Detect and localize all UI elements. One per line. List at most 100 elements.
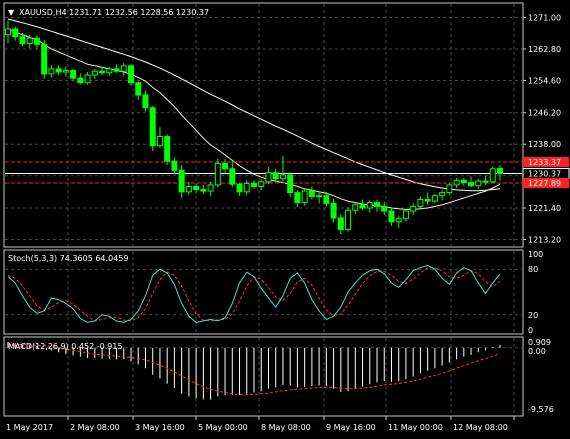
candle [439, 190, 446, 201]
price-tick-label: 1238.00 [528, 140, 561, 149]
time-tick-label: 3 May 16:00 [135, 423, 185, 432]
candle-body [439, 192, 446, 197]
candle-body [497, 167, 503, 175]
candle-body [374, 202, 380, 207]
price-grid [5, 4, 522, 246]
candle-body [26, 37, 33, 45]
macd-axis-label: -9.576 [528, 405, 554, 414]
candle-body [243, 182, 250, 193]
price-tick-label: 1254.60 [528, 76, 561, 85]
candle [236, 183, 243, 196]
candle [352, 202, 359, 215]
candle-body [410, 205, 417, 212]
macd-axis-label: 0.00 [528, 347, 546, 356]
price-panel[interactable]: ▼ XAUUSD,H4 1231.71 1232.56 1228.56 1230… [3, 2, 524, 248]
candle [142, 90, 149, 112]
candle [301, 188, 308, 206]
price-tick-label: 1262.80 [528, 45, 561, 54]
time-tick-label: 8 May 08:00 [261, 423, 311, 432]
candle [185, 181, 192, 195]
candle-body [62, 69, 69, 73]
candle [106, 66, 113, 76]
candle-body [475, 180, 482, 187]
candle-body [330, 202, 337, 219]
candle-body [359, 204, 366, 209]
candle-body [395, 218, 402, 223]
candle-body [236, 183, 243, 193]
candle-body [12, 28, 19, 38]
candle [475, 178, 482, 189]
moving-averages [7, 18, 501, 210]
candle-body [19, 36, 26, 45]
candle-body [279, 174, 286, 180]
price-tag-label: 1227.89 [528, 179, 561, 188]
candle [402, 208, 409, 222]
candle-body [77, 77, 84, 84]
time-tick-label: 12 May 08:00 [453, 423, 508, 432]
candles [5, 20, 503, 235]
stoch-lines [7, 264, 501, 323]
macd-signal-line [8, 344, 501, 395]
time-tick-label: 2 May 08:00 [70, 423, 120, 432]
candle [345, 207, 352, 232]
candle-body [352, 204, 359, 211]
candle [359, 199, 366, 211]
candle [113, 64, 120, 73]
candle-body [156, 136, 163, 147]
candle [381, 201, 388, 215]
candle-body [366, 202, 373, 209]
candle-body [185, 185, 192, 193]
price-tick-label: 1221.40 [528, 204, 561, 213]
candle [91, 68, 98, 79]
time-axis[interactable]: 1 May 2017 2 May 08:00 3 May 16:00 5 May 00… [6, 416, 515, 432]
candle-body [258, 181, 265, 187]
candle [19, 32, 26, 47]
candle [243, 180, 250, 195]
candle-body [113, 68, 120, 72]
candle-body [55, 68, 62, 73]
macd-histogram [7, 342, 501, 400]
candle [316, 191, 323, 204]
candle [374, 199, 380, 212]
stoch-panel[interactable]: Stoch(5,3,3) 74.3605 64.0459 [3, 249, 524, 335]
price-tag-label: 1233.37 [528, 158, 561, 167]
candle-body [316, 195, 323, 198]
candle [70, 68, 77, 82]
menu-glyph-icon[interactable]: ▼ [8, 8, 15, 17]
stoch-axis: 100 80 20 0 [528, 250, 543, 335]
candle-body [214, 162, 221, 186]
candle [229, 160, 236, 188]
price-tag-bg [523, 156, 569, 167]
candle-body [424, 199, 431, 202]
candle-body [171, 160, 178, 171]
candle [12, 26, 19, 41]
candle [55, 65, 62, 76]
candle-body [33, 37, 40, 45]
ma-slow-line [7, 18, 501, 192]
candle-body [142, 94, 149, 109]
candle-body [128, 65, 134, 84]
candle [135, 81, 142, 100]
candle [120, 62, 127, 77]
candle [308, 186, 315, 200]
macd-panel[interactable]: MACD(12,26,9) 0.452 -0.915 [3, 336, 524, 417]
candle-body [337, 217, 344, 230]
candle-body [446, 184, 453, 194]
candle [178, 164, 185, 198]
candle [62, 66, 69, 77]
candle-body [482, 180, 489, 183]
candle [222, 158, 229, 173]
candle [279, 155, 286, 183]
candle-body [135, 82, 142, 96]
time-tick-label: 9 May 16:00 [326, 423, 376, 432]
candle [258, 179, 265, 191]
candle [251, 180, 257, 189]
candle-body [287, 174, 294, 194]
candle [446, 182, 453, 195]
candle-body [301, 190, 308, 204]
candle-body [164, 136, 171, 162]
candle-body [388, 210, 395, 223]
price-tick-label: 1246.20 [528, 109, 561, 118]
